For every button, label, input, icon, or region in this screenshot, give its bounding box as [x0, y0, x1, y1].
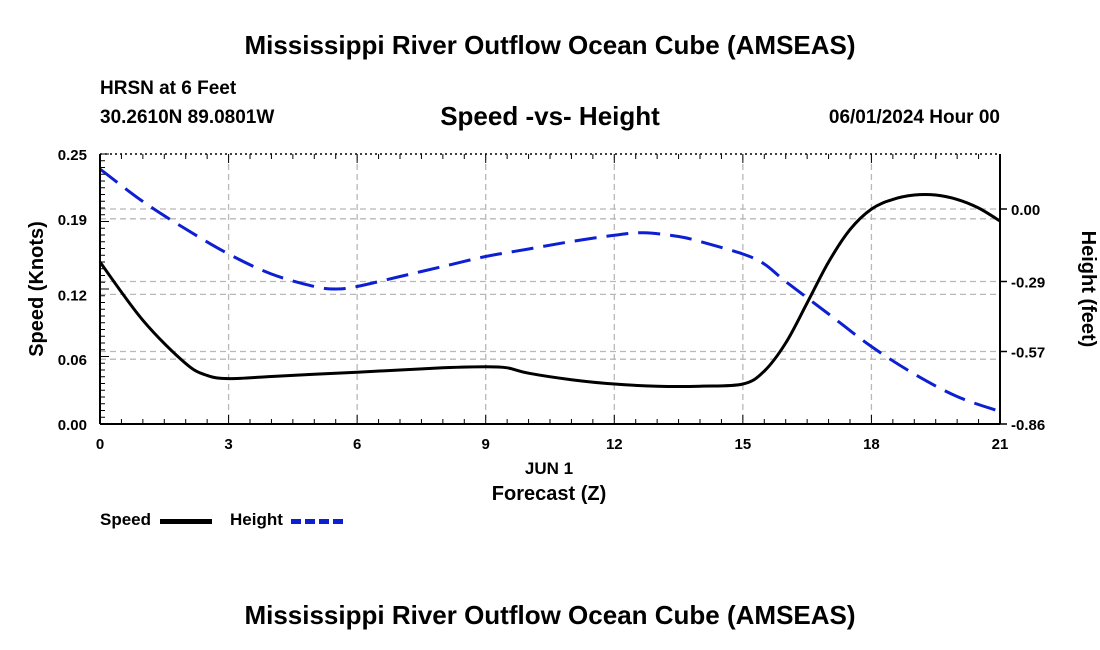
y2-tick-label-1: -0.29 [1011, 275, 1045, 292]
x-tick-label-1: 3 [224, 436, 232, 453]
frame-layer [99, 153, 1001, 425]
x-tick-label-7: 21 [992, 436, 1009, 453]
series-line-height [99, 167, 1001, 413]
x-tick-label-6: 18 [863, 436, 880, 453]
legend-speed-swatch [160, 519, 212, 524]
x-tick-label-0: 0 [96, 436, 104, 453]
x-tick-label-3: 9 [482, 436, 490, 453]
chart-title: Speed -vs- Height [440, 101, 660, 131]
legend-speed-label: Speed [100, 510, 152, 529]
y-tick-label-0: 0.00 [58, 417, 87, 434]
y2-tick-label-0: 0.00 [1011, 202, 1040, 219]
y-tick-label-1: 0.06 [58, 352, 87, 369]
y2-tick-label-2: -0.57 [1011, 345, 1045, 362]
main-title: Mississippi River Outflow Ocean Cube (AM… [244, 30, 856, 60]
y2-axis-label: Height (feet) [1077, 231, 1099, 348]
x-axis-label: Forecast (Z) [492, 483, 606, 505]
tick-layer [99, 153, 1007, 425]
series-line-speed [98, 192, 1001, 388]
y2-tick-label-3: -0.86 [1011, 417, 1045, 434]
series-layer [98, 167, 1001, 413]
x-tick-label-5: 15 [735, 436, 752, 453]
coordinates-label: 30.2610N 89.0801W [100, 107, 275, 128]
station-label: HRSN at 6 Feet [100, 78, 237, 99]
label-layer: 0 3 6 9 12 15 18 21 0.00 0.06 0.12 0.19 0.25 0.00 -0.2… [26, 147, 1099, 505]
x-tick-label-4: 12 [606, 436, 623, 453]
grid-layer [100, 154, 1000, 425]
y-tick-label-3: 0.19 [58, 212, 87, 229]
x-tick-label-2: 6 [353, 436, 361, 453]
y-tick-label-2: 0.12 [58, 287, 87, 304]
legend-height-swatch [291, 519, 343, 524]
y-axis-label: Speed (Knots) [26, 221, 48, 357]
y-tick-label-4: 0.25 [58, 147, 87, 164]
main-title-repeat: Mississippi River Outflow Ocean Cube (AM… [244, 600, 856, 630]
datetime-label: 06/01/2024 Hour 00 [828, 107, 1000, 128]
x-date-label: JUN 1 [525, 459, 573, 478]
legend-height-label: Height [230, 510, 283, 529]
